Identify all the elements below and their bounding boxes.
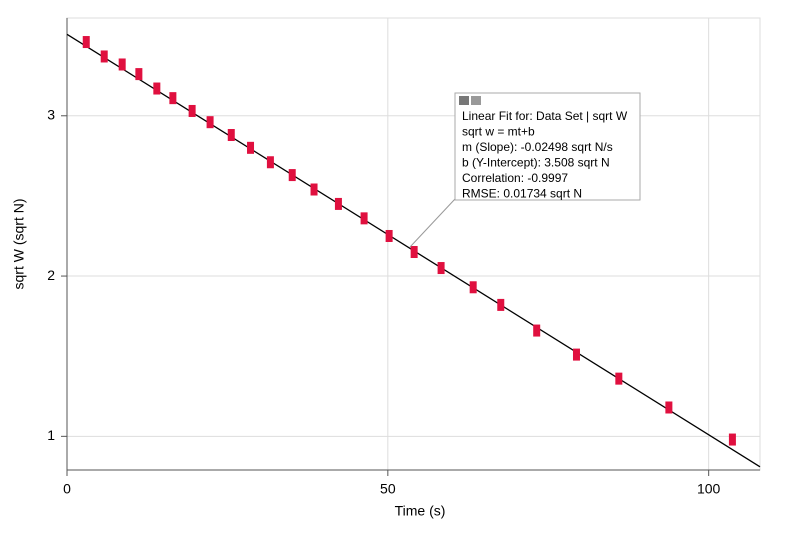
leader-line — [409, 198, 456, 248]
point — [385, 229, 393, 242]
point — [82, 36, 90, 49]
x-axis-label: Time (s) — [395, 503, 446, 519]
x-tick-label: 100 — [697, 481, 721, 497]
annotation-box — [454, 92, 641, 201]
point — [135, 68, 143, 81]
y-tick-label: 2 — [47, 267, 55, 283]
x-tick-label: 0 — [63, 481, 71, 497]
point — [206, 116, 214, 129]
y-tick-label: 1 — [47, 427, 55, 443]
point — [247, 141, 255, 154]
annotation-line: Correlation: -0.9997 — [462, 171, 568, 185]
box-icon[interactable] — [471, 96, 481, 105]
point — [615, 372, 623, 385]
point — [572, 348, 580, 361]
point — [360, 212, 368, 225]
point — [266, 156, 274, 169]
annotation: Linear Fit for: Data Set | sqrt W sqrt w … — [462, 109, 628, 201]
point — [118, 58, 126, 71]
box-icon[interactable] — [459, 96, 469, 105]
annotation-line: b (Y-Intercept): 3.508 sqrt N — [462, 156, 610, 170]
annotation-line: m (Slope): -0.02498 sqrt N/s — [462, 140, 613, 154]
point — [334, 197, 342, 210]
point — [153, 82, 161, 95]
point — [227, 129, 235, 142]
point — [100, 50, 108, 63]
point — [188, 104, 196, 117]
annotation-line: Linear Fit for: Data Set | sqrt W — [462, 109, 628, 123]
x-tick-label: 50 — [380, 481, 396, 497]
point — [310, 183, 318, 196]
marks — [66, 33, 761, 468]
y-tick-label: 3 — [47, 106, 55, 122]
point — [169, 92, 177, 105]
annotation-line: sqrt w = mt+b — [462, 125, 535, 139]
point — [288, 169, 296, 182]
point — [410, 246, 418, 259]
point — [469, 281, 477, 294]
point — [533, 324, 541, 337]
annotation-line: RMSE: 0.01734 sqrt N — [462, 187, 582, 201]
point — [728, 433, 736, 446]
y-axis-label: sqrt W (sqrt N) — [11, 199, 27, 290]
point — [437, 262, 445, 275]
point — [665, 401, 673, 414]
point — [497, 298, 505, 311]
